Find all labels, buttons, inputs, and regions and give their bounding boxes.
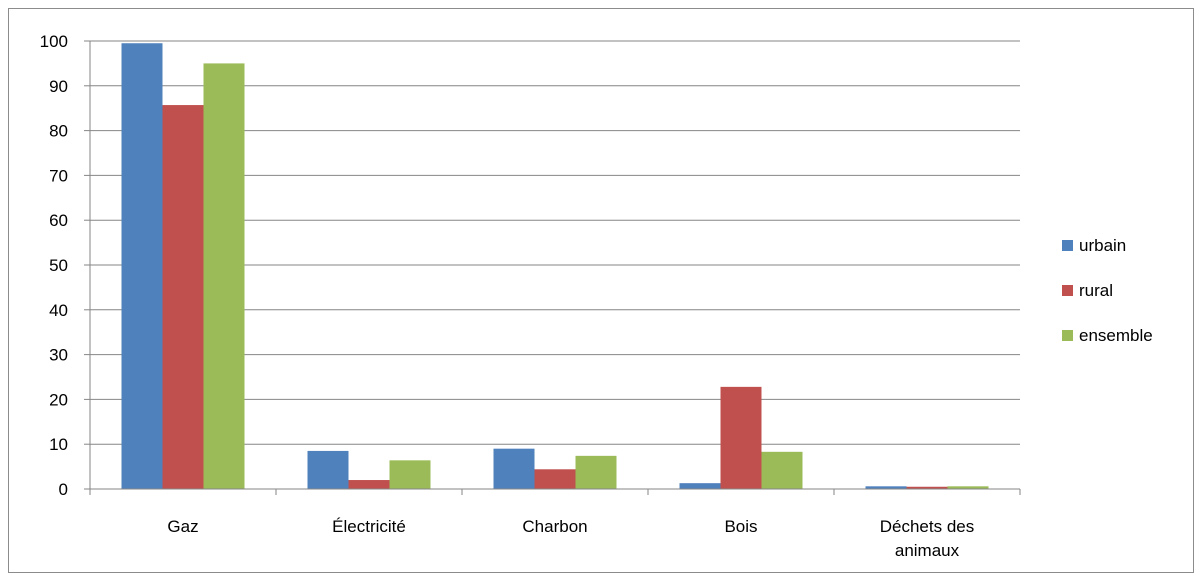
x-category-line: Charbon: [522, 517, 587, 536]
gridlines: [84, 40, 1020, 490]
x-category-label: Charbon: [522, 517, 587, 536]
legend-item-urbain: urbain: [1062, 236, 1126, 255]
bar-ensemble: [761, 451, 803, 489]
y-tick-label: 100: [40, 32, 68, 51]
y-tick-label: 20: [49, 390, 68, 409]
y-tick-label: 10: [49, 435, 68, 454]
bar-rural: [162, 105, 204, 490]
bar-ensemble: [575, 455, 617, 489]
y-tick-label: 90: [49, 77, 68, 96]
x-category-line: Gaz: [167, 517, 198, 536]
bar-ensemble: [203, 63, 245, 490]
y-tick-label: 40: [49, 301, 68, 320]
y-tick-label: 0: [59, 480, 68, 499]
bar-rural: [534, 469, 576, 489]
x-category-label: Déchets des animaux: [880, 517, 975, 560]
x-category-label: Bois: [724, 517, 757, 536]
y-tick-label: 80: [49, 122, 68, 141]
legend-label: ensemble: [1079, 326, 1153, 345]
bar-ensemble: [947, 486, 989, 489]
bar-ensemble: [389, 460, 431, 489]
y-tick-label: 60: [49, 211, 68, 230]
bar-urbain: [121, 43, 163, 490]
bars: [121, 43, 989, 490]
legend-swatch: [1062, 240, 1073, 251]
x-category-line: Bois: [724, 517, 757, 536]
bar-urbain: [679, 483, 721, 489]
legend-swatch: [1062, 330, 1073, 341]
legend-label: urbain: [1079, 236, 1126, 255]
x-category-line: Déchets des: [880, 517, 975, 536]
bar-urbain: [307, 450, 349, 489]
y-tick-labels: 0 10 20 30 40 50 60 70 80 90 100: [40, 32, 68, 499]
legend-item-rural: rural: [1062, 281, 1113, 300]
bar-rural: [720, 386, 762, 489]
legend-swatch: [1062, 285, 1073, 296]
bar-rural: [906, 486, 948, 489]
bar-urbain: [865, 486, 907, 489]
x-category-line: animaux: [895, 541, 960, 560]
x-category-line: Électricité: [332, 517, 406, 536]
legend-item-ensemble: ensemble: [1062, 326, 1153, 345]
y-tick-label: 50: [49, 256, 68, 275]
x-category-label: Électricité: [332, 517, 406, 536]
x-category-labels: Gaz Électricité Charbon Bois Déchets des anim…: [167, 517, 974, 560]
y-tick-label: 70: [49, 166, 68, 185]
x-category-label: Gaz: [167, 517, 198, 536]
axes: [89, 41, 1021, 495]
y-tick-label: 30: [49, 346, 68, 365]
legend-label: rural: [1079, 281, 1113, 300]
bar-rural: [348, 480, 390, 489]
bar-urbain: [493, 448, 535, 489]
legend: urbain rural ensemble: [1062, 236, 1153, 345]
